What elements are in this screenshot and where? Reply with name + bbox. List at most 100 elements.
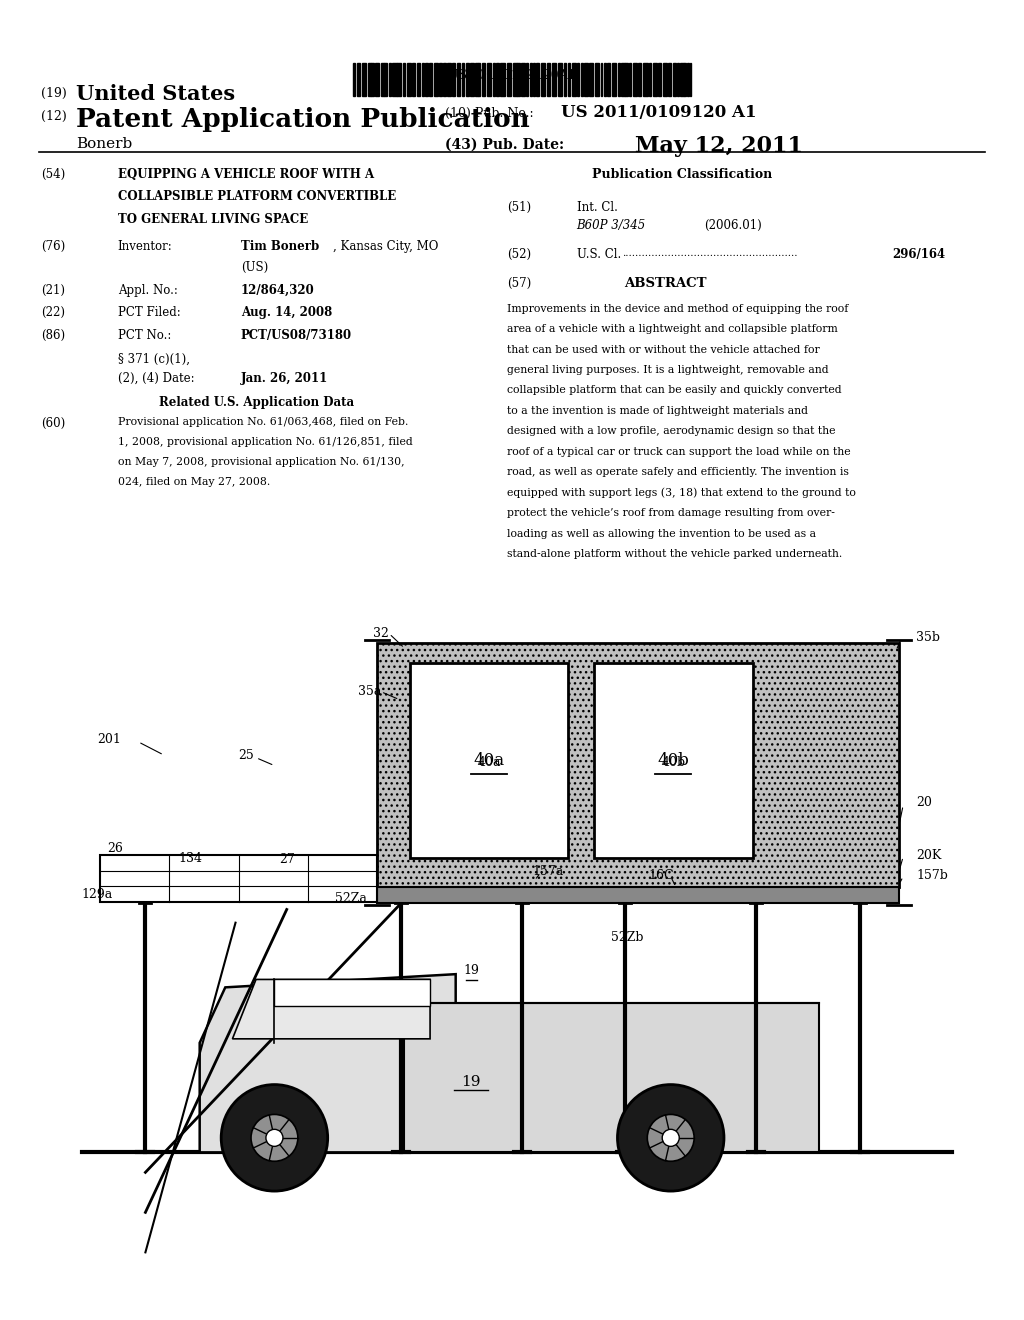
Bar [478,63,480,96]
Text: B60P 3/345: B60P 3/345 [577,219,646,232]
Bar [626,63,628,96]
Text: (86): (86) [41,329,66,342]
Bar [487,63,492,96]
Text: Jan. 26, 2011: Jan. 26, 2011 [241,372,328,385]
Text: (2), (4) Date:: (2), (4) Date: [118,372,195,385]
Bar [542,63,545,96]
Bar [638,63,641,96]
Text: Bonerb: Bonerb [76,137,132,152]
Bar [384,63,387,96]
Text: Aug. 14, 2008: Aug. 14, 2008 [241,306,332,319]
Bar [594,663,753,858]
Bar [673,63,676,96]
Text: Provisional application No. 61/063,468, filed on Feb.: Provisional application No. 61/063,468, … [118,417,409,428]
Text: U.S. Cl.: U.S. Cl. [577,248,625,261]
Bar [439,63,442,96]
Text: stand-alone platform without the vehicle parked underneath.: stand-alone platform without the vehicle… [507,549,842,560]
Text: (43) Pub. Date:: (43) Pub. Date: [445,137,564,152]
Circle shape [221,1085,328,1191]
Bar [457,63,460,96]
Bar [521,63,525,96]
Text: (21): (21) [41,284,65,297]
Bar [601,63,602,96]
Bar [653,63,657,96]
Bar [507,63,511,96]
Bar [403,63,406,96]
Text: ABSTRACT: ABSTRACT [625,277,707,290]
Bar [687,63,689,96]
Bar [368,63,371,96]
Bar [517,63,520,96]
Bar [501,63,505,96]
Text: 19: 19 [463,964,479,977]
Bar [677,63,679,96]
Text: United States: United States [76,84,234,104]
Text: on May 7, 2008, provisional application No. 61/130,: on May 7, 2008, provisional application … [118,457,404,467]
Bar [404,1003,819,1152]
Text: that can be used with or without the vehicle attached for: that can be used with or without the veh… [507,345,819,355]
Bar [568,63,570,96]
Bar [453,63,455,96]
Text: 129a: 129a [81,888,113,902]
Text: 157b: 157b [916,869,948,882]
Text: 40b: 40b [662,756,686,770]
Text: 52Za: 52Za [335,892,367,906]
Text: 25: 25 [239,748,254,762]
Text: , Kansas City, MO: , Kansas City, MO [333,240,438,253]
Text: equipped with support legs (3, 18) that extend to the ground to: equipped with support legs (3, 18) that … [507,488,856,499]
Text: Publication Classification: Publication Classification [592,168,772,181]
Text: 40b: 40b [657,752,689,768]
Bar [389,63,391,96]
Text: 26: 26 [106,842,123,855]
Text: 40a: 40a [478,756,501,770]
Circle shape [617,1085,724,1191]
Bar [571,63,575,96]
Bar [377,643,899,887]
Text: 024, filed on May 27, 2008.: 024, filed on May 27, 2008. [118,477,270,487]
Text: general living purposes. It is a lightweight, removable and: general living purposes. It is a lightwe… [507,364,828,375]
Text: 157a: 157a [532,865,564,878]
Text: 20K: 20K [916,849,942,862]
Text: (54): (54) [41,168,66,181]
Bar [462,63,464,96]
Circle shape [663,1130,679,1146]
Text: protect the vehicle’s roof from damage resulting from over-: protect the vehicle’s roof from damage r… [507,508,835,519]
Bar [482,63,485,96]
Text: 134: 134 [179,851,203,865]
Bar [470,63,474,96]
Text: road, as well as operate safely and efficiently. The invention is: road, as well as operate safely and effi… [507,467,849,478]
Text: Inventor:: Inventor: [118,240,172,253]
Bar [466,63,469,96]
Bar [552,63,556,96]
Bar [425,63,428,96]
Bar [603,63,606,96]
Text: US 20110109120A1: US 20110109120A1 [449,69,575,82]
Bar [558,63,561,96]
Circle shape [251,1114,298,1162]
Bar [381,63,384,96]
Text: PCT Filed:: PCT Filed: [118,306,180,319]
Polygon shape [232,979,430,1039]
Bar [407,63,411,96]
Bar [622,63,625,96]
Bar [397,63,400,96]
Bar [443,63,446,96]
Text: (12): (12) [41,110,67,123]
Bar [643,63,647,96]
Bar [684,63,686,96]
Text: (2006.01): (2006.01) [705,219,762,232]
Bar [392,63,396,96]
Text: collapsible platform that can be easily and quickly converted: collapsible platform that can be easily … [507,385,842,396]
Circle shape [647,1114,694,1162]
Circle shape [266,1130,283,1146]
Bar [429,63,432,96]
Text: (US): (US) [241,261,268,275]
Bar [412,63,415,96]
Bar [496,63,500,96]
Text: (76): (76) [41,240,66,253]
Text: ......................................................: ........................................… [622,249,797,259]
Text: 32: 32 [373,627,389,640]
Text: Related U.S. Application Data: Related U.S. Application Data [159,396,354,409]
Text: 52Zb: 52Zb [610,931,643,944]
Text: 35a: 35a [357,685,381,698]
